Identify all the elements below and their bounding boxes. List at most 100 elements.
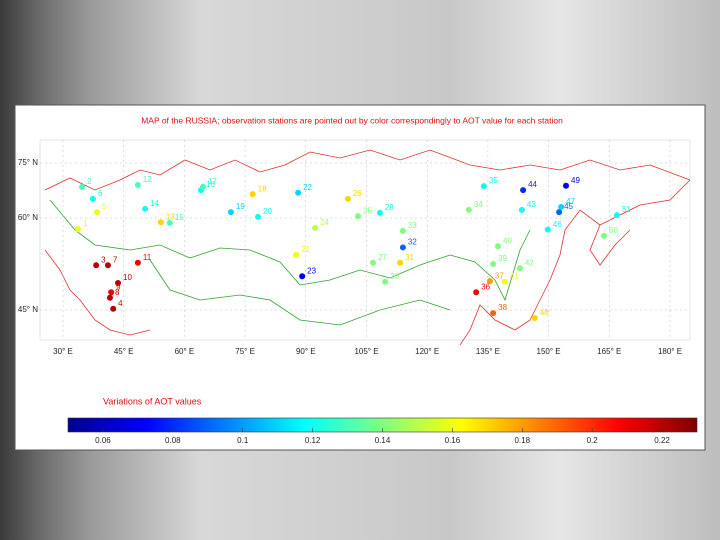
- lat-tick-label: 60° N: [18, 213, 38, 222]
- station: [344, 195, 351, 202]
- station-label: 46: [553, 220, 562, 229]
- station-label: 49: [571, 176, 580, 185]
- station-label: 14: [150, 199, 159, 208]
- station: [465, 206, 472, 213]
- lon-tick-label: 60° E: [175, 347, 195, 356]
- station: [142, 205, 149, 212]
- station-label: 10: [123, 273, 132, 282]
- station: [501, 278, 508, 285]
- lon-tick-label: 45° E: [114, 347, 134, 356]
- station-label: 2: [87, 177, 92, 186]
- station-label: 32: [408, 238, 417, 247]
- station: [544, 226, 551, 233]
- station: [106, 294, 113, 301]
- station: [157, 219, 164, 226]
- map-title: MAP of the RUSSIA; observation stations …: [141, 115, 563, 125]
- station-label: 39: [498, 254, 507, 263]
- station-label: 8: [115, 288, 120, 297]
- station: [486, 278, 493, 285]
- lon-tick-label: 75° E: [235, 347, 255, 356]
- station: [249, 191, 256, 198]
- border: [49, 199, 531, 302]
- station-label: 13: [166, 212, 175, 221]
- station-label: 25: [363, 206, 372, 215]
- colorbar-tick-label: 0.16: [445, 436, 461, 445]
- station: [495, 243, 502, 250]
- station: [79, 183, 86, 190]
- lat-tick-label: 45° N: [18, 305, 38, 314]
- colorbar-tick-label: 0.2: [587, 436, 599, 445]
- station-label: 16: [206, 180, 215, 189]
- station: [93, 262, 100, 269]
- station-label: 36: [481, 282, 490, 291]
- station-label: 26: [353, 189, 362, 198]
- station: [516, 265, 523, 272]
- lon-tick-label: 120° E: [415, 347, 439, 356]
- station: [295, 189, 302, 196]
- colorbar-tick-label: 0.22: [654, 436, 670, 445]
- station: [255, 213, 262, 220]
- station: [382, 278, 389, 285]
- lon-tick-label: 135° E: [476, 347, 500, 356]
- station: [355, 213, 362, 220]
- station-label: 4: [118, 299, 123, 308]
- station: [110, 305, 117, 312]
- coastline: [589, 224, 631, 266]
- station: [520, 187, 527, 194]
- lat-tick-label: 75° N: [18, 158, 38, 167]
- station: [369, 259, 376, 266]
- lon-tick-label: 90° E: [296, 347, 316, 356]
- station-label: 35: [489, 176, 498, 185]
- coastline: [44, 149, 691, 191]
- station: [93, 209, 100, 216]
- station: [556, 209, 563, 216]
- station-label: 33: [408, 221, 417, 230]
- map-frame: [39, 139, 691, 341]
- station-label: 20: [263, 207, 272, 216]
- station-label: 34: [474, 200, 483, 209]
- station: [399, 227, 406, 234]
- station-label: 30: [390, 272, 399, 281]
- station-label: 43: [527, 200, 536, 209]
- station-label: 11: [143, 253, 152, 262]
- coastline: [459, 179, 691, 346]
- station: [166, 219, 173, 226]
- station: [473, 289, 480, 296]
- station-label: 41: [510, 272, 519, 281]
- station: [227, 209, 234, 216]
- station: [613, 212, 620, 219]
- station: [490, 310, 497, 317]
- colorbar-tick-label: 0.1: [237, 436, 249, 445]
- lon-tick-label: 180° E: [658, 347, 682, 356]
- station: [108, 289, 115, 296]
- station-label: 15: [175, 213, 184, 222]
- station-label: 38: [498, 303, 507, 312]
- station-label: 50: [609, 226, 618, 235]
- station-label: 40: [503, 236, 512, 245]
- panel: [14, 104, 706, 451]
- station-label: 21: [301, 245, 310, 254]
- station: [518, 206, 525, 213]
- station: [134, 182, 141, 188]
- lon-tick-label: 165° E: [597, 347, 621, 356]
- lon-tick-label: 150° E: [537, 347, 561, 356]
- colorbar-tick-label: 0.08: [165, 436, 181, 445]
- station: [293, 251, 300, 258]
- station: [558, 204, 565, 210]
- station: [134, 259, 141, 266]
- station-label: 17: [208, 177, 217, 186]
- station-label: 48: [540, 308, 549, 317]
- outlines: [44, 149, 691, 346]
- lon-tick-label: 105° E: [354, 347, 378, 356]
- colorbar-title: Variations of AOT values: [103, 396, 202, 406]
- colorbar-tick-label: 0.06: [95, 436, 111, 445]
- station-label: 6: [98, 189, 103, 198]
- station: [74, 226, 81, 233]
- station: [399, 244, 406, 251]
- station-label: 42: [525, 258, 534, 267]
- station: [312, 224, 319, 231]
- station-label: 37: [495, 271, 504, 280]
- station-label: 5: [102, 202, 107, 211]
- station: [531, 314, 538, 321]
